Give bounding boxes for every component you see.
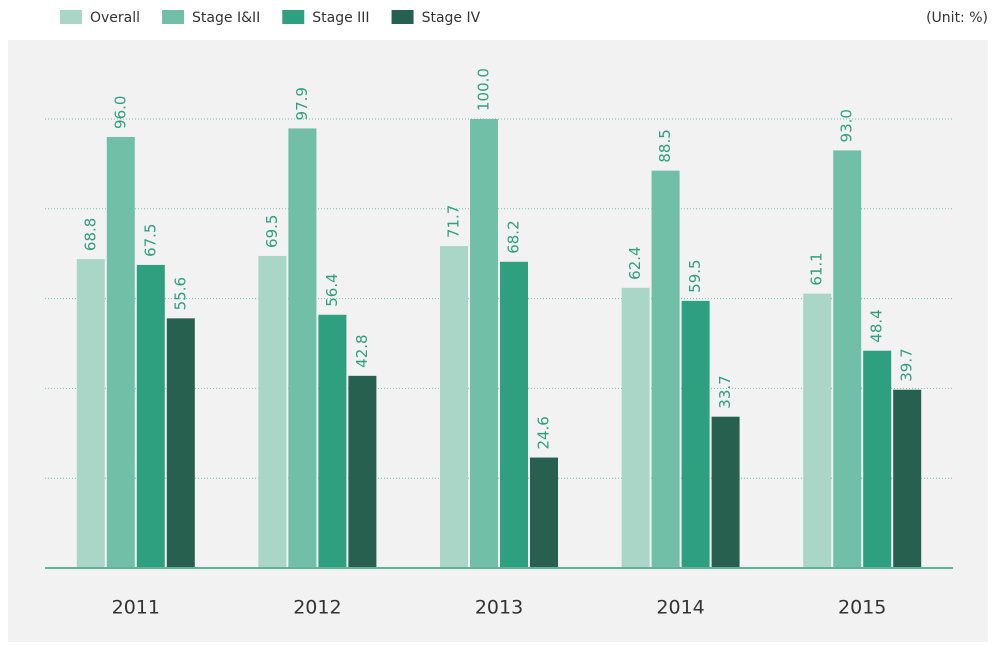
value-label: 97.9 [293,87,311,120]
bar [530,457,558,568]
bar [258,255,287,568]
value-label: 71.7 [445,205,463,238]
value-label: 61.1 [808,252,826,285]
unit-note: (Unit: %) [926,10,988,26]
bar [106,136,135,568]
value-label: 68.8 [81,218,99,251]
legend-label: Stage I&II [192,10,260,26]
bar [893,389,922,568]
bar [621,287,650,568]
legend-swatch [60,10,82,24]
bar [833,150,862,568]
bar [318,314,347,568]
value-label: 88.5 [656,129,674,162]
bar [500,261,528,568]
bar [136,264,165,568]
bar [470,119,498,568]
x-tick-label: 2015 [838,597,886,619]
value-label: 39.7 [898,348,916,381]
bar [863,350,892,568]
value-label: 62.4 [626,246,644,279]
legend-swatch [282,10,305,24]
value-label: 33.7 [716,375,734,408]
legend-swatch [162,10,185,24]
value-label: 48.4 [868,309,886,342]
x-tick-label: 2012 [293,597,341,619]
value-label: 96.0 [111,96,129,129]
x-tick-label: 2014 [656,597,704,619]
value-label: 55.6 [171,277,189,310]
value-label: 42.8 [353,334,371,367]
legend-label: Stage IV [422,10,481,26]
bar [166,318,195,568]
bar [348,375,377,568]
x-tick-label: 2011 [112,597,160,619]
bar [288,128,317,568]
legend-swatch [391,10,414,24]
bar [711,416,740,568]
value-label: 24.6 [535,416,553,449]
bar [681,300,710,568]
x-tick-label: 2013 [475,597,523,619]
value-label: 100.0 [475,68,493,111]
legend-label: Stage III [312,10,369,26]
value-label: 68.2 [505,220,523,253]
value-label: 69.5 [263,215,281,248]
bar [76,259,105,568]
bar [440,246,468,568]
bar [803,293,832,568]
legend-label: Overall [90,10,140,26]
value-label: 56.4 [323,273,341,306]
bar [651,170,680,568]
value-label: 67.5 [141,224,159,257]
value-label: 59.5 [686,259,704,292]
value-label: 93.0 [838,109,856,142]
